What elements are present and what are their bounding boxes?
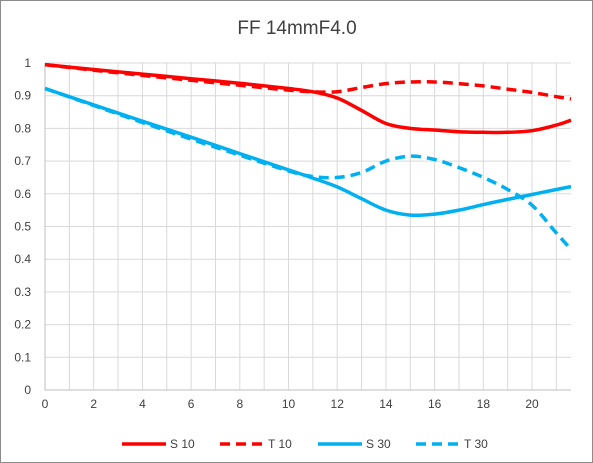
series-line-s-10 — [44, 62, 572, 135]
chart-title: FF 14mmF4.0 — [237, 18, 356, 39]
series-line-t-30 — [44, 86, 573, 251]
legend-label-t-30: T 30 — [464, 437, 488, 451]
y-tick-label: 0.5 — [14, 220, 31, 234]
x-tick-label: 6 — [188, 397, 195, 411]
series-line-t-10 — [44, 62, 572, 101]
y-tick-label: 0.8 — [14, 121, 31, 135]
legend: S 10 T 10 S 30 T 30 — [122, 437, 488, 451]
x-tick-label: 2 — [90, 397, 97, 411]
axes — [44, 63, 571, 391]
y-tick-label: 0 — [24, 383, 31, 397]
legend-label-s-30: S 30 — [366, 437, 391, 451]
x-tick-label: 14 — [379, 397, 393, 411]
x-tick-label: 10 — [282, 397, 296, 411]
x-tick-label: 4 — [139, 397, 146, 411]
x-tick-label: 12 — [331, 397, 345, 411]
y-tick-label: 0.6 — [14, 187, 31, 201]
x-tick-label: 20 — [525, 397, 539, 411]
grid — [45, 62, 571, 391]
x-tick-label: 16 — [428, 397, 442, 411]
y-tick-label: 0.3 — [14, 285, 31, 299]
series-line-s-30 — [44, 86, 572, 218]
y-tick-label: 0.1 — [14, 350, 31, 364]
series-lines — [44, 62, 573, 251]
y-tick-label: 0.4 — [14, 252, 31, 266]
y-tick-label: 0.9 — [14, 89, 31, 103]
y-tick-labels: 0 0.1 0.2 0.3 0.4 0.5 0.6 0.7 0.8 0.9 1 — [14, 56, 31, 397]
y-tick-label: 1 — [24, 56, 31, 70]
legend-label-t-10: T 10 — [268, 437, 292, 451]
x-tick-label: 8 — [236, 397, 243, 411]
x-tick-labels: 0 2 4 6 8 10 12 14 16 18 20 — [42, 397, 539, 411]
x-tick-label: 18 — [477, 397, 491, 411]
y-tick-label: 0.7 — [14, 154, 31, 168]
y-tick-label: 0.2 — [14, 318, 31, 332]
x-tick-label: 0 — [42, 397, 49, 411]
legend-label-s-10: S 10 — [170, 437, 195, 451]
